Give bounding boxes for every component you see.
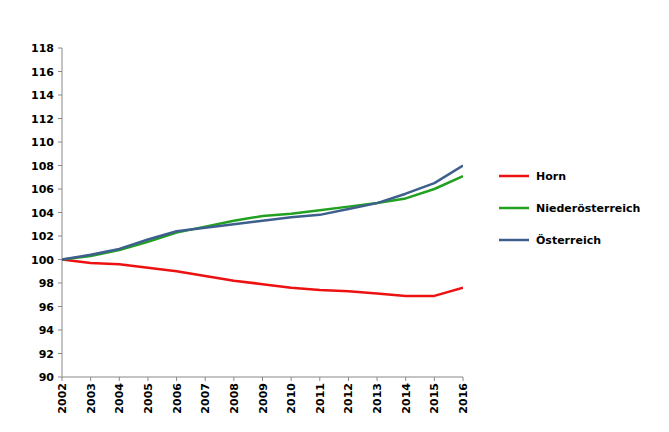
- x-tick-label: 2014: [400, 383, 413, 414]
- y-tick-label: 114: [31, 89, 54, 102]
- x-tick: [176, 377, 177, 381]
- x-tick: [119, 377, 120, 381]
- y-tick: [58, 71, 62, 72]
- plot-lines: [62, 166, 463, 296]
- y-tick: [58, 283, 62, 284]
- chart: 90 92 94 96 98 100 102 104 106 108 110 112 114 116 118…: [0, 0, 669, 432]
- y-tick: [58, 189, 62, 190]
- x-tick: [377, 377, 378, 381]
- legend-label: Österreich: [536, 233, 601, 247]
- legend-label: Horn: [536, 170, 566, 183]
- x-tick: [90, 377, 91, 381]
- x-tick: [233, 377, 234, 381]
- x-tick: [205, 377, 206, 381]
- x-tick-label: 2013: [371, 383, 384, 414]
- y-tick: [58, 165, 62, 166]
- y-tick: [58, 330, 62, 331]
- x-tick: [147, 377, 148, 381]
- x-tick-label: 2002: [56, 383, 69, 414]
- y-tick-label: 98: [39, 277, 54, 290]
- y-tick: [58, 48, 62, 49]
- x-tick-label: 2004: [113, 383, 126, 414]
- x-tick: [319, 377, 320, 381]
- y-tick: [58, 353, 62, 354]
- y-tick-label: 90: [39, 371, 55, 384]
- y-tick: [58, 142, 62, 143]
- y-tick: [58, 259, 62, 260]
- series-line: [62, 260, 463, 296]
- y-tick-label: 112: [31, 113, 54, 126]
- x-tick-label: 2006: [171, 383, 184, 414]
- x-tick-label: 2016: [457, 383, 470, 414]
- y-tick: [58, 306, 62, 307]
- x-tick-label: 2015: [428, 383, 441, 414]
- y-tick-label: 100: [31, 254, 54, 267]
- legend-key: [499, 239, 529, 242]
- y-tick-label: 92: [39, 348, 54, 361]
- y-tick: [58, 236, 62, 237]
- y-tick-label: 94: [39, 324, 55, 337]
- x-tick-label: 2010: [285, 383, 298, 414]
- x-tick-label: 2005: [142, 383, 155, 414]
- y-tick-label: 106: [31, 183, 54, 196]
- x-tick-label: 2009: [257, 383, 270, 414]
- y-tick-label: 108: [31, 160, 54, 173]
- x-tick: [405, 377, 406, 381]
- y-tick: [58, 118, 62, 119]
- x-tick: [262, 377, 263, 381]
- x-tick: [62, 377, 63, 381]
- y-tick-label: 96: [39, 301, 55, 314]
- x-tick-label: 2008: [228, 383, 241, 414]
- x-tick: [463, 377, 464, 381]
- y-tick: [58, 95, 62, 96]
- legend-label: Niederösterreich: [536, 202, 640, 215]
- x-tick: [348, 377, 349, 381]
- x-tick-label: 2003: [85, 383, 98, 414]
- x-tick-label: 2007: [199, 383, 212, 414]
- y-tick-label: 104: [31, 207, 54, 220]
- legend-key: [499, 175, 529, 178]
- y-tick: [58, 377, 62, 378]
- y-tick: [58, 212, 62, 213]
- legend-key: [499, 207, 529, 210]
- x-tick: [291, 377, 292, 381]
- x-tick: [434, 377, 435, 381]
- y-tick-label: 118: [31, 42, 54, 55]
- series-line: [62, 166, 463, 260]
- x-tick-label: 2011: [314, 383, 327, 414]
- y-tick-label: 102: [31, 230, 54, 243]
- y-tick-label: 116: [31, 66, 54, 79]
- y-tick-label: 110: [31, 136, 54, 149]
- x-tick-label: 2012: [342, 383, 355, 414]
